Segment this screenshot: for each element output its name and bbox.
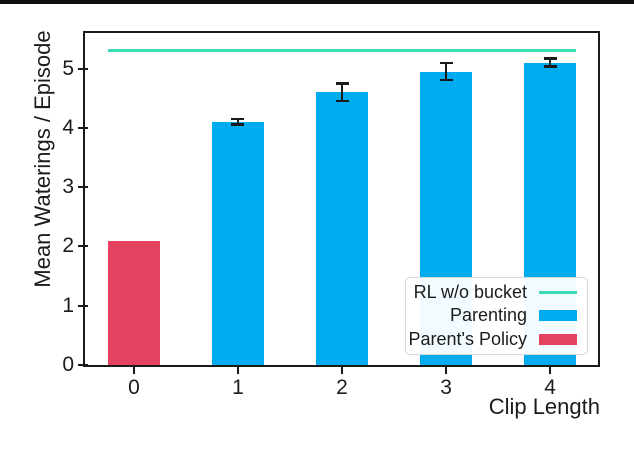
error-bar-cap-bottom: [543, 65, 557, 68]
error-bar-stem: [445, 62, 448, 81]
y-tick-mark: [78, 364, 88, 366]
x-tick-mark: [236, 365, 239, 374]
y-tick-label: 3: [62, 175, 74, 199]
y-axis-title: Mean Waterings / Episode: [30, 30, 55, 288]
x-tick-label: 3: [440, 376, 452, 399]
error-bar-cap-bottom: [231, 123, 245, 126]
y-tick-label: 4: [62, 115, 74, 139]
x-tick-label: 0: [128, 376, 140, 399]
bar-parenting-x2: [316, 92, 369, 365]
y-tick-mark: [78, 245, 88, 248]
x-axis-title: Clip Length: [488, 394, 600, 419]
y-tick-label: 0: [62, 353, 74, 376]
y-tick-label: 2: [62, 234, 74, 258]
error-bar-cap-top: [543, 57, 557, 60]
x-tick-label: 1: [232, 376, 244, 399]
error-bar-stem: [341, 83, 344, 102]
baseline-rl-wo-bucket: [107, 49, 577, 53]
y-tick-label: 1: [62, 293, 74, 317]
bar-parenting-x1: [211, 121, 264, 365]
x-tick-mark: [341, 365, 344, 374]
legend-rect-swatch-parents-policy: [539, 333, 577, 345]
x-tick-label: 4: [544, 376, 556, 399]
y-tick-label: 5: [62, 56, 74, 80]
x-tick-label: 2: [336, 376, 348, 399]
y-tick-mark: [78, 186, 88, 189]
legend-rect-swatch-parenting: [539, 310, 577, 322]
legend-entry-parenting: Parenting: [412, 304, 577, 327]
y-tick-mark: [78, 126, 88, 129]
legend-label: Parenting: [449, 305, 527, 326]
y-tick-mark: [78, 67, 88, 70]
page-top-rule: [0, 0, 634, 4]
error-bar-stem: [236, 118, 239, 125]
x-tick-mark: [132, 365, 135, 374]
error-bar-cap-bottom: [439, 78, 453, 82]
legend-entry-rl-wo-bucket: RL w/o bucket: [412, 281, 577, 304]
error-bar-cap-top: [335, 82, 349, 85]
legend-label: Parent's Policy: [408, 328, 528, 349]
bar-parent-s-policy-x0: [107, 240, 160, 365]
legend-label: RL w/o bucket: [413, 282, 527, 303]
legend-line-swatch: [539, 291, 577, 295]
legend-entry-parents-policy: Parent's Policy: [408, 328, 577, 351]
error-bar-cap-top: [439, 61, 453, 65]
legend: RL w/o bucket Parenting Parent's Policy: [405, 277, 588, 355]
error-bar-stem: [549, 58, 552, 67]
error-bar-cap-bottom: [335, 99, 349, 103]
y-tick-mark: [78, 304, 88, 307]
x-tick-mark: [549, 365, 552, 374]
error-bar-cap-top: [231, 117, 245, 121]
x-tick-mark: [445, 365, 448, 374]
